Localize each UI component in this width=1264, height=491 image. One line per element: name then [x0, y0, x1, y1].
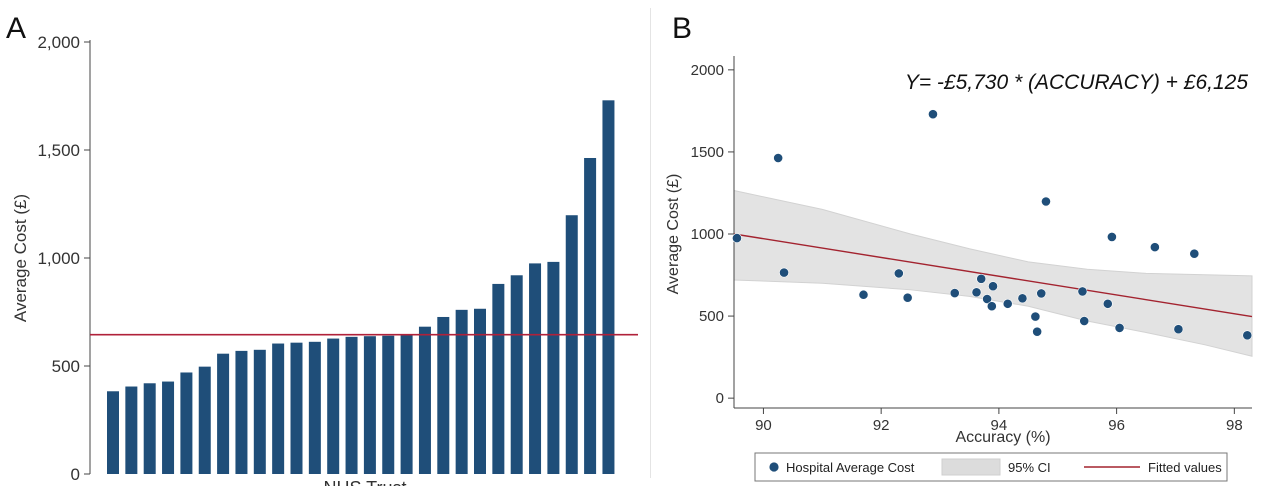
y-tick-label: 1000 — [691, 226, 724, 243]
chart-panel-a: A 0 500 1,000 1,500 2,000 NHS Trust Average Co… — [6, 12, 638, 491]
panel-label-a: A — [6, 12, 27, 45]
data-point — [976, 273, 987, 284]
panel-divider — [650, 8, 651, 478]
fitted-line — [733, 233, 1253, 318]
legend-marker-icon — [769, 462, 779, 472]
bar — [125, 386, 138, 474]
data-point — [1041, 196, 1051, 207]
data-point — [1102, 298, 1113, 309]
data-point — [1114, 322, 1125, 333]
bar — [584, 157, 597, 474]
data-point — [1149, 242, 1160, 253]
y-tick-label: 2,000 — [37, 33, 80, 52]
data-point — [1036, 288, 1047, 299]
data-point — [773, 153, 784, 163]
data-point — [986, 301, 997, 312]
regression-equation: Y= -£5,730 * (ACCURACY) + £6,125 — [905, 71, 1248, 94]
bar — [363, 336, 376, 474]
data-point — [1017, 293, 1028, 304]
bar — [529, 263, 542, 474]
y-tick-label: 0 — [716, 390, 724, 407]
confidence-band — [733, 189, 1253, 357]
bar — [272, 343, 285, 474]
data-point — [1107, 232, 1117, 242]
chart-panel-b: B 0 500 1000 1500 2000 90 92 94 96 98 Y= -£5,730 *… — [652, 0, 1264, 486]
x-tick-label: 92 — [873, 417, 890, 434]
bar — [327, 338, 340, 474]
legend-label: 95% CI — [1008, 460, 1051, 475]
y-tick-label: 500 — [52, 357, 80, 376]
y-tick-label: 1500 — [691, 144, 724, 161]
bar — [198, 366, 211, 474]
x-axis-label: NHS Trust — [323, 478, 406, 486]
x-tick-label: 96 — [1108, 417, 1125, 434]
data-point — [1189, 248, 1200, 259]
bar — [455, 309, 468, 474]
data-point — [1077, 286, 1088, 297]
data-point — [971, 287, 982, 298]
x-tick-label: 94 — [991, 417, 1008, 434]
data-point — [858, 289, 869, 300]
bar — [382, 335, 395, 474]
scatter-chart: 0 500 1000 1500 2000 90 92 94 96 98 Y= -£5,730 * (… — [665, 56, 1253, 482]
bar — [565, 215, 578, 474]
y-tick-label: 1,500 — [37, 141, 80, 160]
bar — [235, 350, 248, 474]
x-axis-label: Accuracy (%) — [955, 429, 1050, 446]
data-point — [1242, 330, 1253, 341]
data-point — [1079, 316, 1090, 326]
bar — [180, 372, 193, 474]
bar — [418, 326, 431, 474]
data-point — [779, 267, 789, 278]
legend-label: Fitted values — [1148, 460, 1222, 475]
bar — [253, 349, 266, 474]
data-point — [1002, 298, 1013, 309]
panel-label-b: B — [672, 12, 693, 45]
bar — [510, 275, 523, 474]
y-tick-label: 0 — [71, 465, 80, 484]
data-point — [928, 109, 938, 120]
legend: Hospital Average Cost 95% CI Fitted values — [754, 452, 1228, 482]
legend-label: Hospital Average Cost — [786, 460, 915, 475]
bar — [107, 391, 119, 474]
y-tick-label: 1,000 — [37, 249, 80, 268]
bar — [602, 100, 615, 474]
y-axis-label: Average Cost (£) — [665, 174, 682, 295]
data-point — [1173, 324, 1184, 335]
bar — [162, 381, 175, 474]
bar — [437, 316, 450, 474]
data-point — [982, 294, 993, 304]
y-tick-label: 2000 — [691, 62, 724, 79]
bar — [308, 341, 321, 474]
bar — [217, 353, 230, 474]
legend-band-icon — [941, 458, 1001, 476]
bar — [290, 342, 303, 474]
y-axis-label: Average Cost (£) — [11, 194, 30, 322]
x-tick-label: 90 — [755, 417, 772, 434]
bar — [143, 383, 156, 474]
data-point — [1030, 311, 1041, 322]
data-point — [949, 288, 960, 298]
x-tick-label: 98 — [1226, 417, 1243, 434]
bar — [400, 334, 413, 474]
data-point — [1032, 326, 1043, 337]
data-point — [893, 268, 904, 279]
data-point — [988, 281, 998, 292]
bar — [474, 308, 486, 474]
bar — [547, 261, 560, 474]
bar — [345, 336, 358, 474]
y-tick-label: 500 — [699, 308, 724, 325]
data-point — [732, 233, 742, 244]
bar-chart: 0 500 1,000 1,500 2,000 NHS Trust Average Cost… — [11, 33, 638, 491]
data-point — [902, 292, 913, 303]
bar — [492, 283, 505, 474]
